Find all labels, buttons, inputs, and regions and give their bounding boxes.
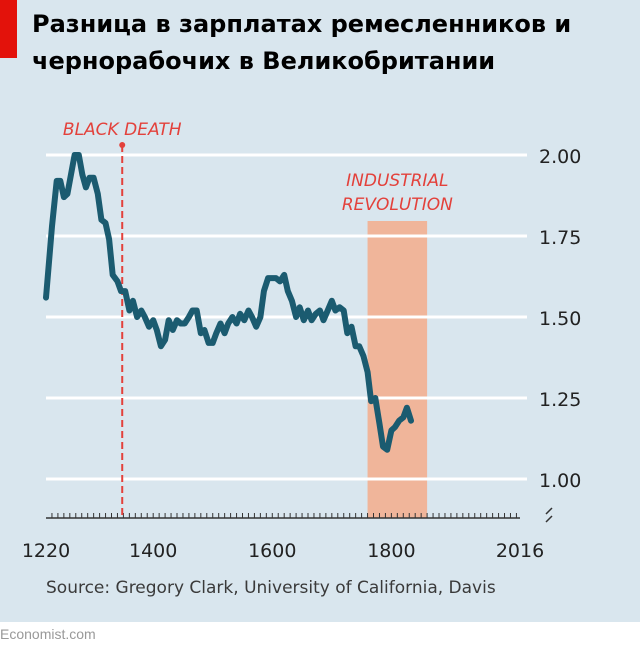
black-death-marker — [119, 142, 126, 148]
black-death-label: BLACK DEATH — [63, 120, 182, 140]
chart-title: Разница в зарплатах ремесленников и черн… — [32, 10, 572, 75]
y-tick-label: 1.00 — [539, 470, 581, 492]
x-tick-label: 1220 — [22, 540, 70, 562]
industrial-revolution-label: REVOLUTION — [342, 195, 453, 215]
y-tick-label: 1.75 — [539, 227, 581, 249]
industrial-revolution-band — [367, 221, 428, 518]
economist-footer: Economist.com — [0, 626, 96, 642]
brand-red-bar — [0, 0, 17, 58]
source-note: Source: Gregory Clark, University of Cal… — [46, 578, 496, 598]
x-tick-label: 1800 — [367, 540, 415, 562]
y-tick-label: 1.25 — [539, 389, 581, 411]
industrial-revolution-label: INDUSTRIAL — [346, 171, 448, 191]
x-tick-label: 1400 — [129, 540, 177, 562]
y-tick-label: 1.50 — [539, 308, 581, 330]
x-tick-label: 2016 — [496, 540, 544, 562]
x-tick-label: 1600 — [248, 540, 296, 562]
axis-break-icon — [545, 507, 553, 523]
y-tick-label: 2.00 — [539, 146, 581, 168]
wage-premium-series-line — [43, 152, 414, 453]
line-chart: 2.00 1.75 1.50 1.25 1.00 1220 1400 1600 1800 2016… — [22, 120, 581, 562]
